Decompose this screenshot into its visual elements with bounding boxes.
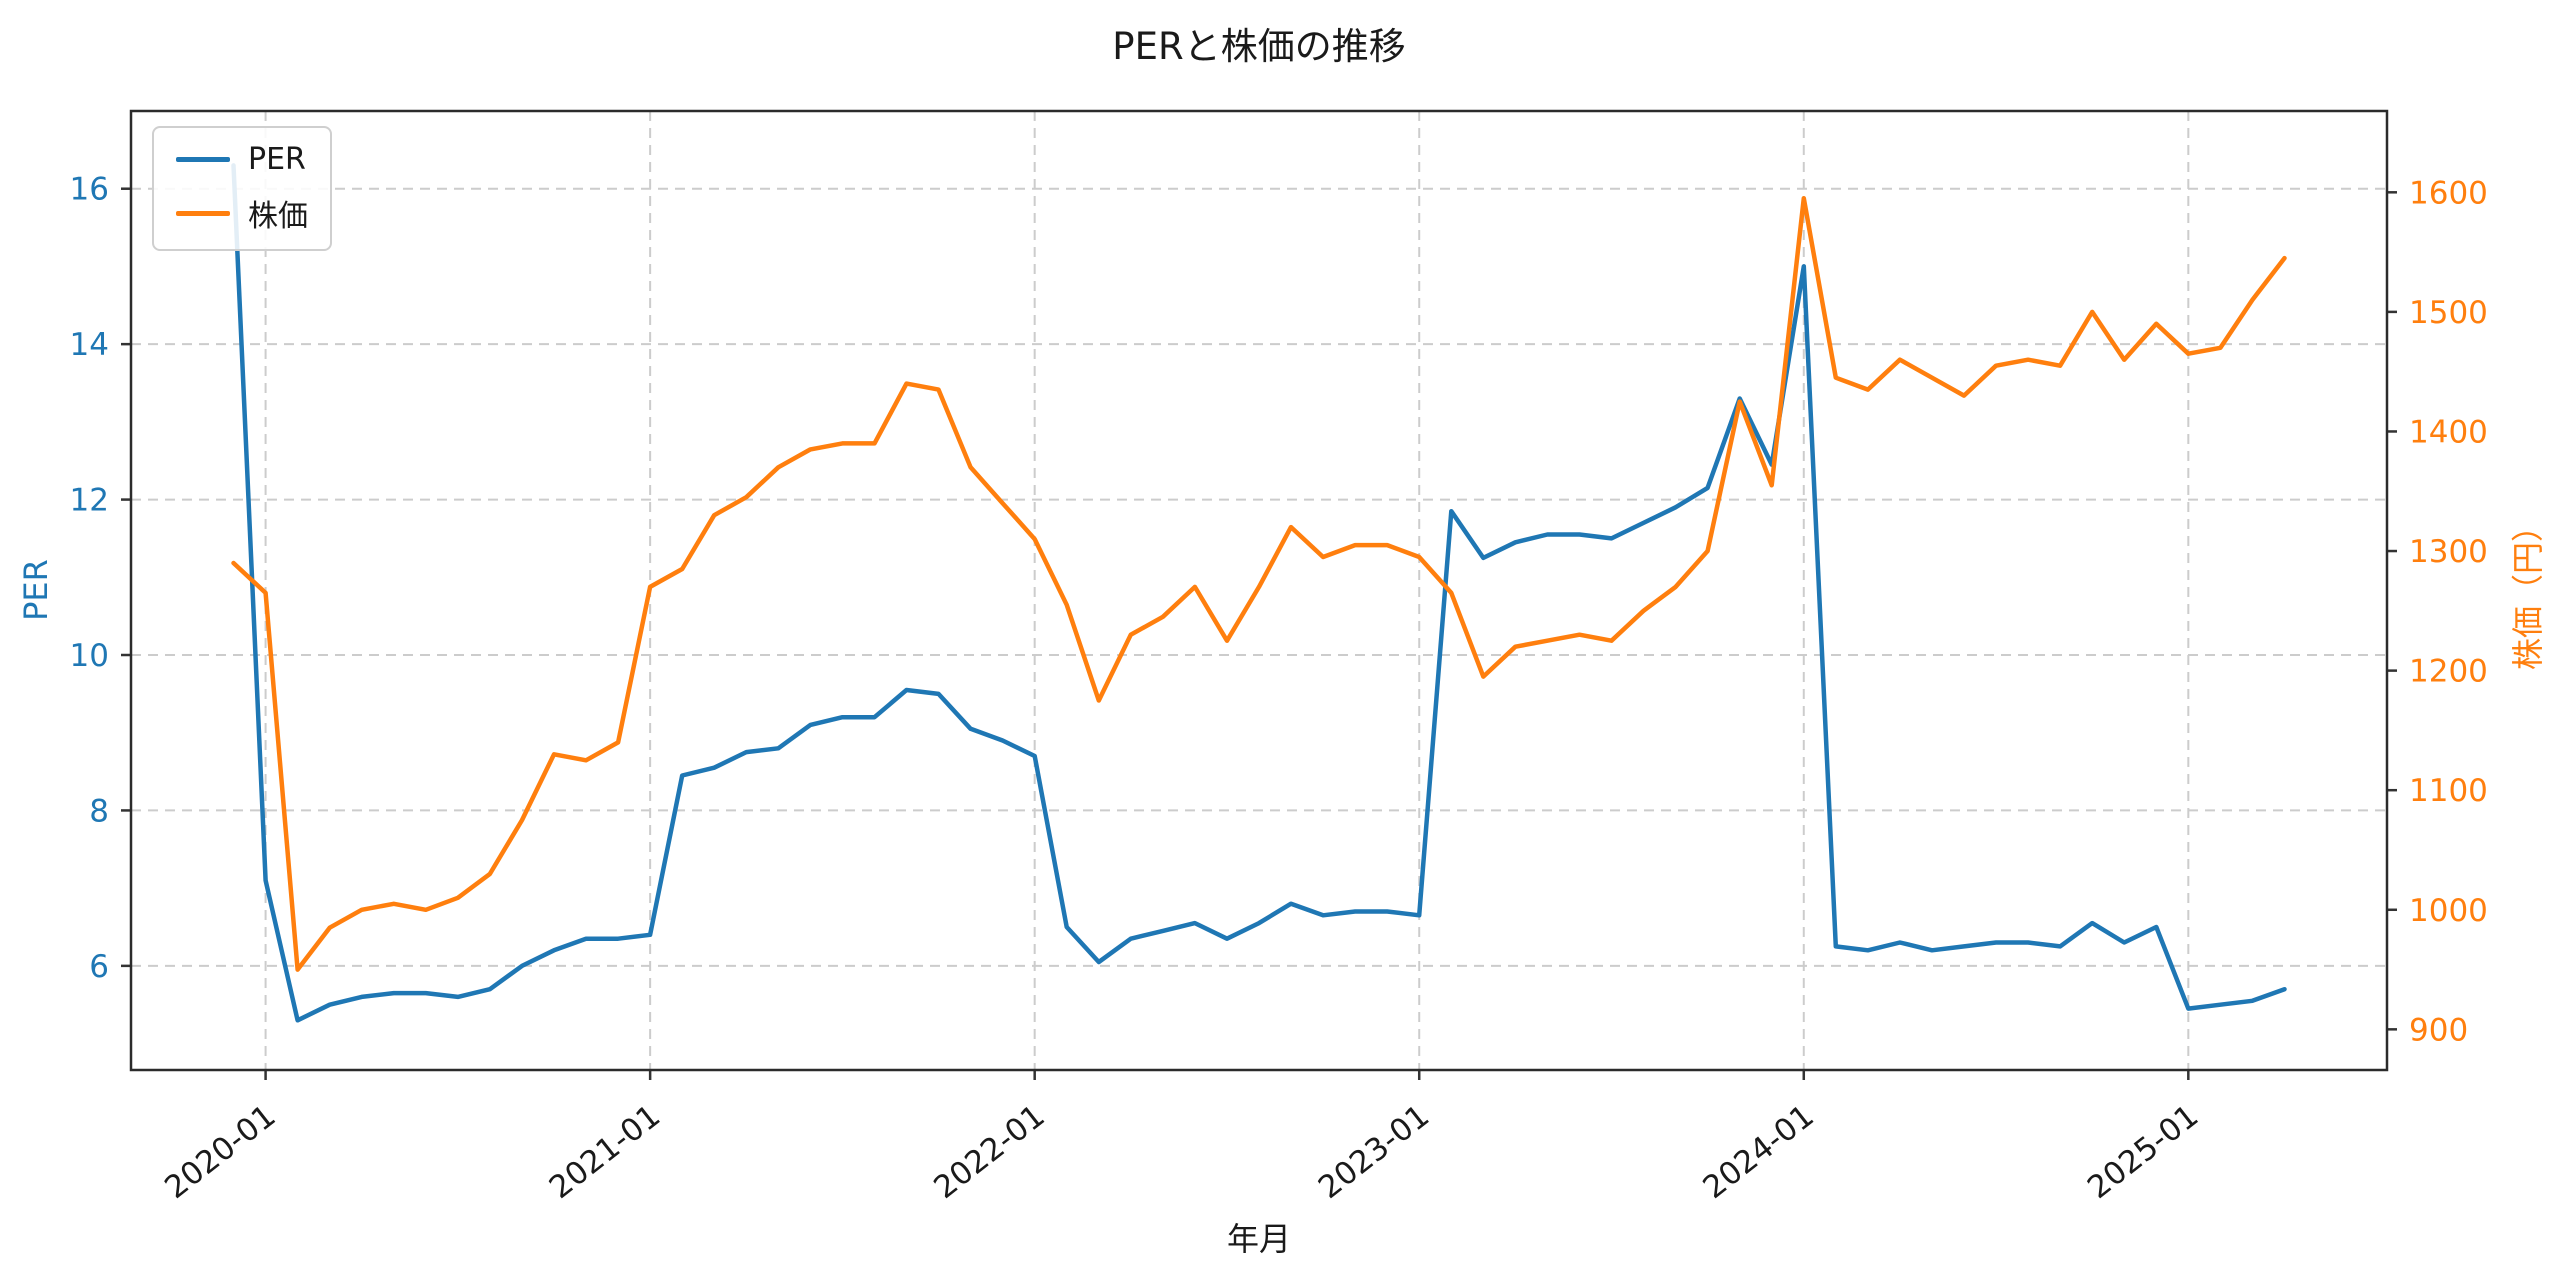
x-tick-label: 2020-01 [158, 1098, 282, 1206]
right-tick-label: 1100 [2409, 773, 2488, 809]
left-tick-label: 14 [70, 327, 109, 363]
x-tick-label: 2024-01 [1696, 1098, 1820, 1206]
right-tick-label: 1000 [2409, 893, 2488, 929]
legend-item-kabuka: 株価 [176, 191, 308, 235]
legend: PER 株価 [152, 126, 332, 251]
left-tick-label: 12 [70, 483, 109, 519]
right-tick-label: 900 [2409, 1012, 2468, 1048]
right-axis-label: 株価（円） [2509, 509, 2547, 671]
left-tick-label: 10 [70, 638, 109, 674]
right-tick-label: 1600 [2409, 175, 2488, 211]
left-axis-label: PER [17, 559, 55, 621]
right-tick-label: 1400 [2409, 414, 2488, 450]
right-tick-label: 1200 [2409, 654, 2488, 690]
series-line-0 [231, 163, 2287, 1023]
x-tick-label: 2023-01 [1312, 1098, 1436, 1206]
x-axis-label: 年月 [1226, 1220, 1291, 1258]
right-tick-label: 1500 [2409, 295, 2488, 331]
chart-title: PERと株価の推移 [1112, 25, 1406, 68]
x-tick-label: 2022-01 [927, 1098, 1051, 1206]
left-tick-label: 6 [89, 949, 109, 985]
series-line-1 [231, 196, 2287, 972]
legend-item-per: PER [176, 142, 308, 177]
left-tick-label: 8 [89, 793, 109, 829]
legend-label-kabuka: 株価 [248, 199, 308, 234]
left-tick-label: 16 [70, 172, 109, 208]
legend-line-kabuka-icon [176, 210, 230, 216]
legend-line-per-icon [176, 157, 230, 162]
x-tick-label: 2021-01 [543, 1098, 667, 1206]
legend-label-per: PER [248, 142, 306, 177]
x-tick-label: 2025-01 [2081, 1098, 2205, 1206]
right-tick-label: 1300 [2409, 534, 2488, 570]
plot-border [129, 109, 2389, 1072]
